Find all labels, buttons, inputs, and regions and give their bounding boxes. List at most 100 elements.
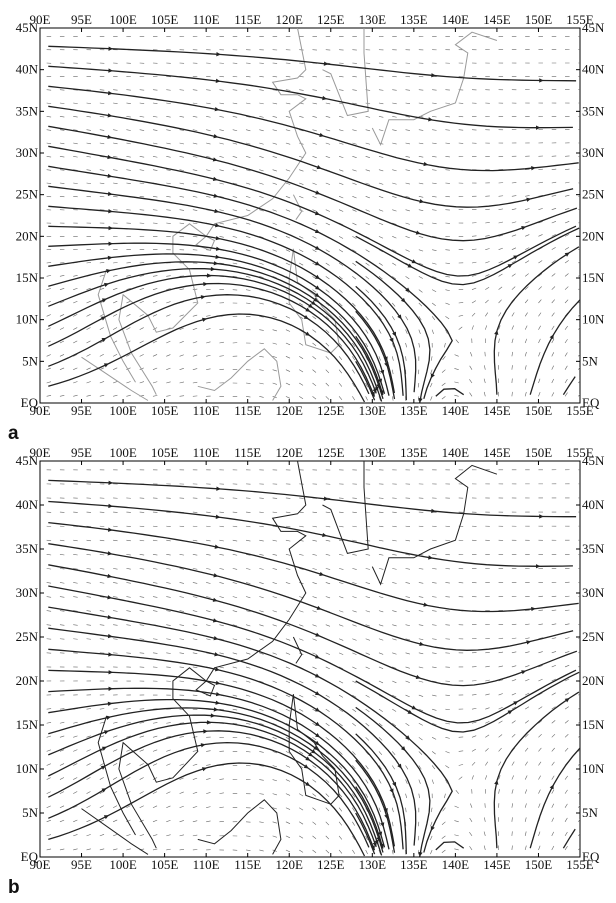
wind-vector [46,381,52,384]
wind-vector [179,805,184,809]
wind-vector [272,610,277,613]
map-frame [39,460,581,858]
wind-vector [139,805,144,808]
wind-vector [99,287,105,290]
wind-vector [59,819,65,823]
wind-vector [325,182,331,185]
wind-vector [378,302,383,307]
wind-vector [59,116,65,118]
wind-vector [73,102,78,104]
wind-vector [272,821,277,824]
streamline-arrowhead [411,705,417,710]
wind-vector [338,129,344,132]
streamlines [48,45,580,403]
wind-vector [285,779,291,782]
wind-vector [378,765,382,770]
panel-a: 90E 90E 95E 95E 100E 100E 105E 105E 110E 110E 115E… [0,0,616,445]
wind-vector [139,288,145,290]
wind-vector [312,793,317,797]
wind-vector [405,169,410,172]
wind-vector [378,222,384,226]
streamline-arrowhead [215,78,221,83]
lat-tick-right: 15N [582,270,605,285]
wind-vector [538,637,543,640]
streamline-arrowhead [108,241,114,246]
wind-vector [325,316,330,320]
wind-vector [498,637,504,640]
wind-vector [312,142,317,145]
wind-vector [498,706,503,710]
wind-vector [299,182,304,185]
wind-vector [206,624,211,627]
wind-vector [564,831,568,837]
wind-vector [59,275,65,277]
wind-vector [99,610,105,612]
lon-tick-top: 105E [151,447,179,460]
wind-vector [551,817,554,822]
wind-vector [192,354,198,357]
wind-vector [259,511,264,513]
wind-vector [551,775,555,780]
wind-vector [312,116,317,118]
wind-vector [312,666,317,670]
wind-vector [219,236,224,238]
wind-vector [432,156,437,158]
wind-vector [365,342,369,348]
streamline-arrowhead [107,614,113,620]
streamline-arrowhead [213,193,219,198]
wind-vector [551,845,555,851]
wind-vector [405,779,408,784]
streamline-arrowhead [107,527,113,532]
wind-vector [113,156,118,158]
wind-vector [511,247,517,250]
wind-vector [139,182,145,185]
streamline-arrowhead [379,843,384,849]
wind-vector [405,356,407,361]
wind-vector [458,314,464,317]
wind-vector [206,806,211,809]
wind-vector [430,807,433,813]
wind-vector [338,751,343,755]
wind-vector [59,777,65,780]
wind-vector [245,539,251,542]
wind-vector [312,525,317,528]
wind-vector [339,76,344,78]
wind-vector [538,299,542,304]
wind-vector [378,807,381,813]
wind-vector [232,568,238,570]
wind-vector [73,568,78,570]
wind-vector [352,666,357,670]
coastline [197,799,282,855]
wind-vector [112,300,118,304]
wind-vector [285,610,291,613]
wind-vector [418,316,422,321]
streamline-arrowhead [107,191,113,196]
lon-tick-top: 100E [109,447,137,460]
coastline [195,680,216,697]
wind-vector [511,720,516,724]
wind-vector [365,76,371,78]
streamline [48,225,396,394]
wind-vector [417,835,420,841]
wind-vector [471,761,476,766]
wind-vector [166,367,171,370]
streamline-arrowhead [400,297,406,303]
wind-vector [126,721,131,724]
streamline [48,145,577,277]
wind-vector [245,156,251,158]
wind-vector [192,182,198,185]
streamline-arrowhead [419,641,425,646]
wind-vector [418,765,422,770]
wind-vector [338,236,344,239]
wind-vector [325,302,330,307]
wind-vector [139,749,144,752]
wind-vector [445,722,450,725]
streamline-arrowhead [322,532,327,538]
streamline-arrowhead [200,743,206,748]
wind-vector [432,694,437,697]
wind-vector [432,129,437,131]
wind-vector [405,708,410,712]
wind-vector [470,352,473,357]
wind-vector [126,354,131,357]
wind-vector [245,396,251,398]
